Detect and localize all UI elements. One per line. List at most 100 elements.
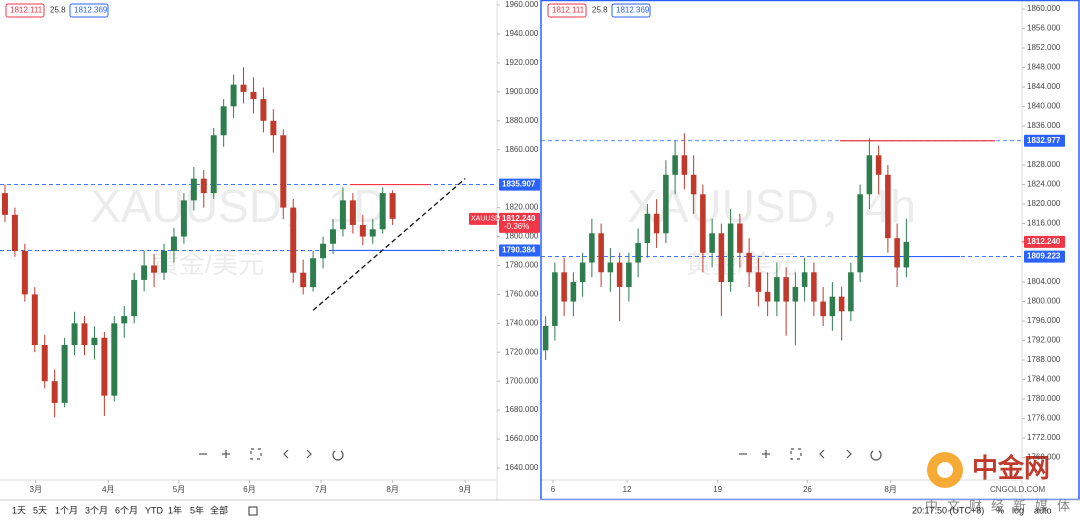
candle-body (190, 178, 197, 201)
candle-body (111, 323, 118, 396)
candle-body (31, 294, 38, 346)
y-tick-label: 1760.000 (505, 290, 539, 299)
y-tick-label: 1820.000 (505, 203, 539, 212)
range-button[interactable]: 5天 (33, 505, 47, 515)
trend-line (312, 178, 466, 311)
candle-body (11, 214, 18, 251)
candle-body (330, 229, 336, 244)
range-button[interactable]: 1天 (12, 505, 26, 515)
candle-body (21, 250, 28, 295)
last-price-box (1024, 235, 1065, 248)
x-tick-label: 19 (713, 485, 722, 494)
candle-body (690, 174, 697, 195)
y-tick-label: 1784.000 (1027, 375, 1061, 384)
y-tick-label: 1800.000 (505, 232, 539, 241)
candle-body (170, 236, 177, 251)
pane-controls (199, 448, 882, 516)
scroll-left[interactable] (819, 449, 825, 459)
y-tick-label: 1860.000 (505, 145, 539, 154)
logo-name: 中金网 (972, 453, 1050, 483)
header-box (5, 3, 45, 18)
candle-body (379, 193, 386, 230)
y-tick-label: 1824.000 (1027, 180, 1061, 189)
candle-body (320, 243, 327, 259)
candle-body (310, 258, 317, 288)
y-tick-label: 1860.000 (1027, 4, 1061, 13)
scroll-left[interactable] (283, 449, 289, 459)
y-tick-label: 1900.000 (505, 87, 539, 96)
header-value: 1812.111 (10, 6, 43, 15)
fullscreen[interactable] (790, 448, 802, 460)
candle-body (589, 233, 595, 263)
candle-body (848, 272, 854, 312)
header-value: 1812.111 (552, 6, 585, 15)
percent-toggle[interactable]: % (996, 505, 1004, 515)
reset[interactable] (870, 450, 882, 461)
candle-body (635, 243, 641, 263)
candle-body (240, 84, 247, 92)
candle-body (339, 200, 346, 230)
fullscreen[interactable] (250, 448, 262, 460)
candle-body (792, 286, 799, 302)
logo-icon (937, 462, 953, 478)
candle-body (811, 272, 817, 302)
level-label-box (1024, 134, 1065, 147)
candle-body (359, 224, 366, 237)
y-tick-label: 1640.000 (505, 463, 539, 472)
x-tick-label: 12 (623, 485, 632, 494)
range-button[interactable]: 全部 (210, 504, 228, 515)
candle-body (857, 194, 863, 273)
candle-body (180, 200, 187, 237)
candle-body (607, 262, 614, 273)
candle-body (141, 265, 148, 280)
zoom-in[interactable] (222, 450, 230, 458)
y-tick-label: 1820.000 (1027, 199, 1061, 208)
range-button[interactable]: 6个月 (115, 505, 138, 515)
range-button[interactable]: 1年 (168, 504, 182, 515)
reset[interactable] (332, 450, 344, 461)
y-tick-label: 1720.000 (505, 347, 539, 356)
range-button[interactable]: 5年 (190, 504, 204, 515)
candle-body (290, 207, 297, 273)
watermark: XAUUSD，4h (627, 180, 916, 232)
level-label: 1832.977 (1027, 136, 1061, 145)
x-tick-label: 7月 (315, 485, 327, 494)
header-value: 1812.369 (616, 6, 650, 15)
candle-body (626, 262, 632, 287)
y-tick-label: 1816.000 (1027, 219, 1061, 228)
y-tick-label: 1740.000 (505, 318, 539, 327)
level-label: 1809.223 (1027, 252, 1061, 261)
candle-body (866, 155, 873, 195)
range-button[interactable]: 1个月 (55, 505, 78, 515)
header-value: 25.8 (592, 6, 608, 15)
candle-body (220, 106, 227, 136)
candle-body (570, 282, 577, 302)
auto-toggle[interactable]: auto (1034, 505, 1052, 515)
candle-body (161, 250, 167, 273)
y-tick-label: 1660.000 (505, 434, 539, 443)
range-button[interactable]: 3个月 (85, 505, 108, 515)
candle-body (672, 155, 678, 175)
zoom-in[interactable] (762, 450, 770, 458)
candle-body (885, 174, 891, 239)
candle-body (653, 213, 660, 234)
log-toggle[interactable]: log (1012, 505, 1024, 515)
candle-body (200, 178, 207, 194)
scroll-right[interactable] (846, 449, 852, 459)
candle-body (131, 279, 138, 317)
x-tick-label: 6月 (243, 485, 255, 494)
scroll-right[interactable] (306, 449, 312, 459)
y-tick-label: 1780.000 (505, 261, 539, 270)
candle-body (300, 272, 307, 288)
candle-body (903, 241, 910, 268)
y-tick-label: 1828.000 (1027, 160, 1061, 169)
candle-body (41, 345, 48, 382)
candle-body (774, 277, 780, 302)
date-range-icon[interactable] (248, 506, 258, 516)
y-tick-label: 1856.000 (1027, 24, 1061, 33)
y-tick-label: 1776.000 (1027, 414, 1061, 423)
range-button[interactable]: YTD (145, 505, 164, 515)
candle-body (349, 200, 356, 225)
candle-body (151, 265, 158, 273)
last-price-label: 1812.240 (502, 214, 536, 223)
